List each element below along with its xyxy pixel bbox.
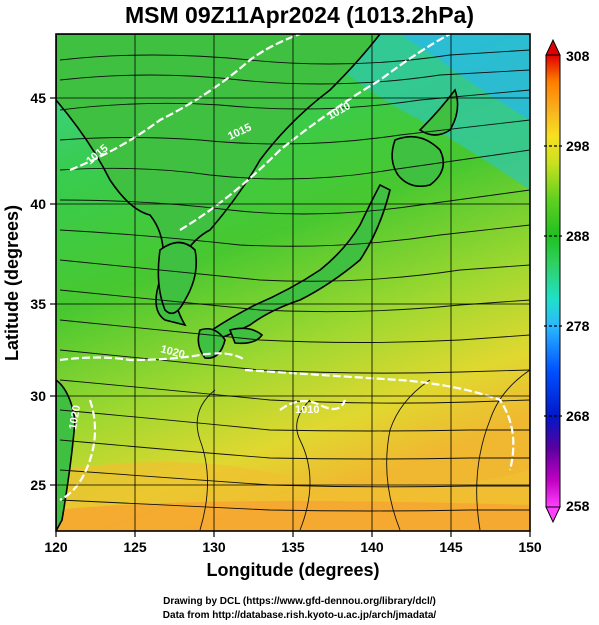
colorbar-label: 298 — [566, 138, 590, 154]
colorbar-label: 308 — [566, 48, 590, 64]
x-axis-title: Longitude (degrees) — [206, 560, 379, 580]
isobars — [59, 34, 515, 501]
y-tick-label: 25 — [30, 477, 46, 493]
x-tick-label: 120 — [44, 539, 68, 555]
contour-label: 1010 — [295, 404, 319, 416]
map-title: MSM 09Z11Apr2024 (1013.2hPa) — [124, 2, 474, 28]
taiwan-coast — [56, 379, 76, 531]
y-tick-labels: 25 30 35 40 45 — [30, 90, 46, 493]
colorbar-label: 258 — [566, 498, 590, 514]
contour-label: 1020 — [67, 404, 83, 430]
credit-data-source: Data from http://database.rish.kyoto-u.a… — [162, 610, 437, 621]
tick-marks — [50, 97, 531, 537]
colorbar-label: 278 — [566, 318, 590, 334]
cold-region — [400, 34, 530, 120]
colorbar-label: 288 — [566, 228, 590, 244]
x-tick-label: 145 — [439, 539, 463, 555]
colorbar-label: 268 — [566, 408, 590, 424]
x-tick-label: 150 — [518, 539, 542, 555]
colorbar-max-arrow — [545, 38, 561, 56]
x-tick-label: 140 — [360, 539, 384, 555]
x-tick-label: 125 — [123, 539, 147, 555]
y-tick-label: 30 — [30, 388, 46, 404]
korea-peninsula — [157, 241, 198, 315]
colorbar-scale — [545, 54, 561, 508]
x-tick-labels: 120 125 130 135 140 145 150 — [44, 539, 542, 555]
y-axis-title: Latitude (degrees) — [2, 205, 22, 361]
y-tick-label: 40 — [30, 196, 46, 212]
x-tick-label: 130 — [202, 539, 226, 555]
y-tick-label: 35 — [30, 296, 46, 312]
hokkaido — [391, 135, 445, 188]
colorbar-min-arrow — [545, 506, 561, 524]
x-tick-label: 135 — [281, 539, 305, 555]
y-tick-label: 45 — [30, 90, 46, 106]
colorbar: 308 298 288 278 268 258 — [544, 38, 590, 524]
credit-drawing: Drawing by DCL (https://www.gfd-dennou.o… — [163, 596, 436, 607]
graticule — [56, 34, 530, 531]
sakhalin — [418, 88, 459, 136]
